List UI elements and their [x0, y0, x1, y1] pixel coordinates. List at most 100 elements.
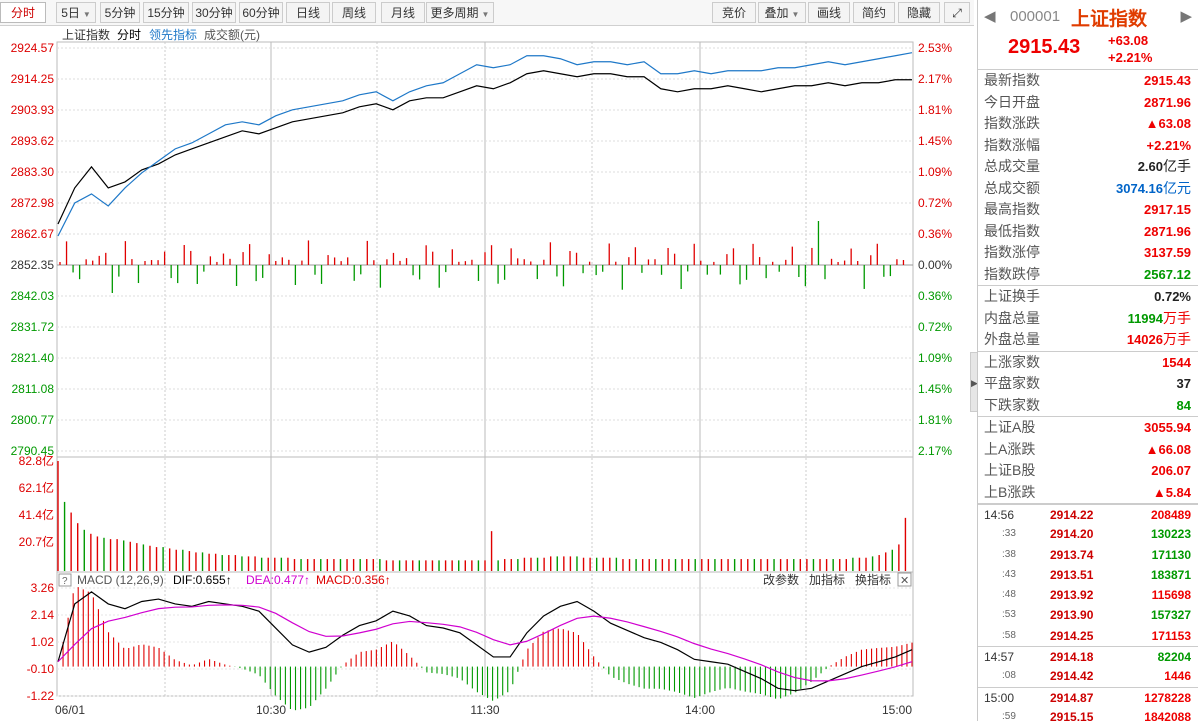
- price-tick-label: 2811.08: [12, 382, 55, 396]
- stat-row: 上证B股 206.07: [978, 460, 1198, 482]
- switch-indicator-button[interactable]: 换指标: [855, 572, 891, 587]
- stat-value: 1544: [1162, 352, 1191, 374]
- stat-value: 84: [1177, 395, 1191, 417]
- stat-label: 上证B股: [984, 462, 1036, 478]
- stats-group-main: 最新指数 2915.43 今日开盘 2871.96 指数涨跌 ▲63.08 指数涨幅 +2.2…: [978, 70, 1198, 286]
- toolbar-right-0[interactable]: 竞价: [712, 2, 756, 23]
- stat-number: 2871.96: [1144, 223, 1191, 239]
- dea-line: [57, 604, 913, 682]
- tick-row[interactable]: :43 2913.51 183871: [978, 565, 1198, 585]
- tick-row[interactable]: :58 2914.25 171153: [978, 626, 1198, 646]
- tick-row[interactable]: :48 2913.92 115698: [978, 585, 1198, 605]
- stat-label: 上证A股: [984, 419, 1036, 435]
- close-indicator-icon[interactable]: [897, 572, 912, 587]
- tab-label: 15分钟: [147, 6, 185, 20]
- tick-volume: 157327: [1150, 608, 1191, 623]
- stat-value: ▲5.84: [1153, 482, 1191, 504]
- tab-1[interactable]: 5日 ▼: [56, 2, 96, 23]
- tick-row[interactable]: 14:56 2914.22 208489: [978, 504, 1198, 524]
- tick-time: :59: [1002, 710, 1016, 722]
- toolbar-label: 隐藏: [906, 6, 931, 20]
- stat-unit: 亿元: [1163, 179, 1191, 196]
- toolbar-label: 叠加: [764, 6, 789, 20]
- stat-label: 上证换手: [984, 288, 1040, 304]
- time-tick-label: 14:00: [685, 703, 715, 717]
- pct-tick-label: 1.81%: [918, 413, 952, 427]
- toolbar-right-2[interactable]: 画线: [808, 2, 850, 23]
- pct-tick-label: 1.45%: [918, 382, 952, 396]
- toolbar-right-1[interactable]: 叠加 ▼: [758, 2, 806, 23]
- toolbar-right-4[interactable]: 隐藏: [898, 2, 940, 23]
- stat-value: 0.72%: [1154, 286, 1191, 308]
- toolbar-right-3[interactable]: 简约: [853, 2, 895, 23]
- stat-row: 下跌家数 84: [978, 395, 1198, 417]
- stat-label: 总成交量: [984, 158, 1040, 174]
- series-name-label: 上证指数: [62, 27, 110, 42]
- tick-time: :43: [1002, 568, 1016, 580]
- intraday-chart[interactable]: 2924.57 2.53% 2914.25 2.17% 2903.93 1.81% 2893…: [0, 26, 974, 721]
- tick-row[interactable]: :53 2913.90 157327: [978, 605, 1198, 625]
- tick-list[interactable]: 14:56 2914.22 208489:33 2914.20 130223:38 291…: [978, 504, 1198, 727]
- volume-tick-label: 41.4亿: [19, 507, 54, 522]
- tick-row[interactable]: 14:57 2914.18 82204: [978, 646, 1198, 666]
- stats-group-volume: 上证换手 0.72% 内盘总量 11994万手 外盘总量 14026万手: [978, 286, 1198, 352]
- tab-5[interactable]: 60分钟: [239, 2, 283, 23]
- tab-7[interactable]: 周线: [332, 2, 376, 23]
- tick-time: :08: [1002, 670, 1016, 682]
- tick-volume: 1446: [1164, 669, 1191, 684]
- prev-stock-icon[interactable]: ◀: [984, 8, 996, 25]
- stat-row: 上涨家数 1544: [978, 352, 1198, 374]
- stat-row: 上A涨跌 ▲66.08: [978, 439, 1198, 461]
- stat-number: 2871.96: [1144, 94, 1191, 110]
- tick-row[interactable]: :59 2915.15 1842088: [978, 707, 1198, 727]
- next-stock-icon[interactable]: ▶: [1180, 8, 1192, 25]
- tab-label: 日线: [295, 6, 320, 20]
- pct-tick-label: 1.09%: [918, 165, 952, 179]
- tick-row[interactable]: 15:00 2914.87 1278228: [978, 686, 1198, 707]
- stat-row: 内盘总量 11994万手: [978, 308, 1198, 330]
- stat-value: 2871.96: [1144, 92, 1191, 114]
- pct-tick-label: 1.09%: [918, 351, 952, 365]
- stat-number: ▲66.08: [1145, 441, 1191, 457]
- price-tick-label: 2903.93: [11, 103, 55, 117]
- expand-icon[interactable]: ⤢: [944, 2, 970, 23]
- stat-value: +2.21%: [1147, 135, 1191, 157]
- stat-row: 指数涨幅 +2.21%: [978, 135, 1198, 157]
- tick-time: 15:00: [984, 690, 1015, 705]
- tick-row[interactable]: :38 2913.74 171130: [978, 545, 1198, 565]
- lead-indicator-label[interactable]: 领先指标: [149, 27, 197, 42]
- tab-8[interactable]: 月线: [381, 2, 425, 23]
- tick-row[interactable]: :33 2914.20 130223: [978, 524, 1198, 544]
- help-icon-label: ?: [62, 576, 68, 587]
- pct-tick-label: 2.17%: [918, 444, 952, 458]
- tab-0[interactable]: 分时: [0, 2, 46, 23]
- price-tick-label: 2883.30: [11, 165, 55, 179]
- tab-label: 周线: [341, 6, 366, 20]
- tick-time: 14:57: [984, 650, 1015, 665]
- tick-row[interactable]: :08 2914.42 1446: [978, 666, 1198, 686]
- tick-volume: 171130: [1151, 547, 1191, 562]
- tab-6[interactable]: 日线: [286, 2, 330, 23]
- stat-number: 3055.94: [1144, 420, 1191, 435]
- stat-value: 206.07: [1151, 460, 1191, 482]
- stat-label: 上B涨跌: [984, 483, 1036, 500]
- stat-row: 最高指数 2917.15: [978, 199, 1198, 221]
- stat-number: 3137.59: [1144, 245, 1191, 260]
- stat-number: 2917.15: [1144, 202, 1191, 217]
- edit-params-button[interactable]: 改参数: [763, 572, 799, 587]
- stat-label: 最低指数: [984, 222, 1040, 239]
- tick-price: 2913.51: [1050, 567, 1094, 582]
- tick-time: :33: [1002, 528, 1016, 540]
- tick-volume: 171153: [1151, 628, 1191, 643]
- tick-time: :38: [1002, 548, 1016, 560]
- tab-4[interactable]: 30分钟: [192, 2, 236, 23]
- help-icon[interactable]: [58, 573, 72, 587]
- tab-label: 月线: [390, 6, 415, 20]
- tab-2[interactable]: 5分钟: [100, 2, 140, 23]
- tab-9[interactable]: 更多周期 ▼: [426, 2, 494, 23]
- tab-3[interactable]: 15分钟: [143, 2, 189, 23]
- add-indicator-button[interactable]: 加指标: [809, 572, 845, 587]
- stat-row: 指数跌停 2567.12: [978, 264, 1198, 286]
- stat-number: ▲5.84: [1152, 484, 1191, 500]
- time-tick-label: 10:30: [256, 703, 286, 717]
